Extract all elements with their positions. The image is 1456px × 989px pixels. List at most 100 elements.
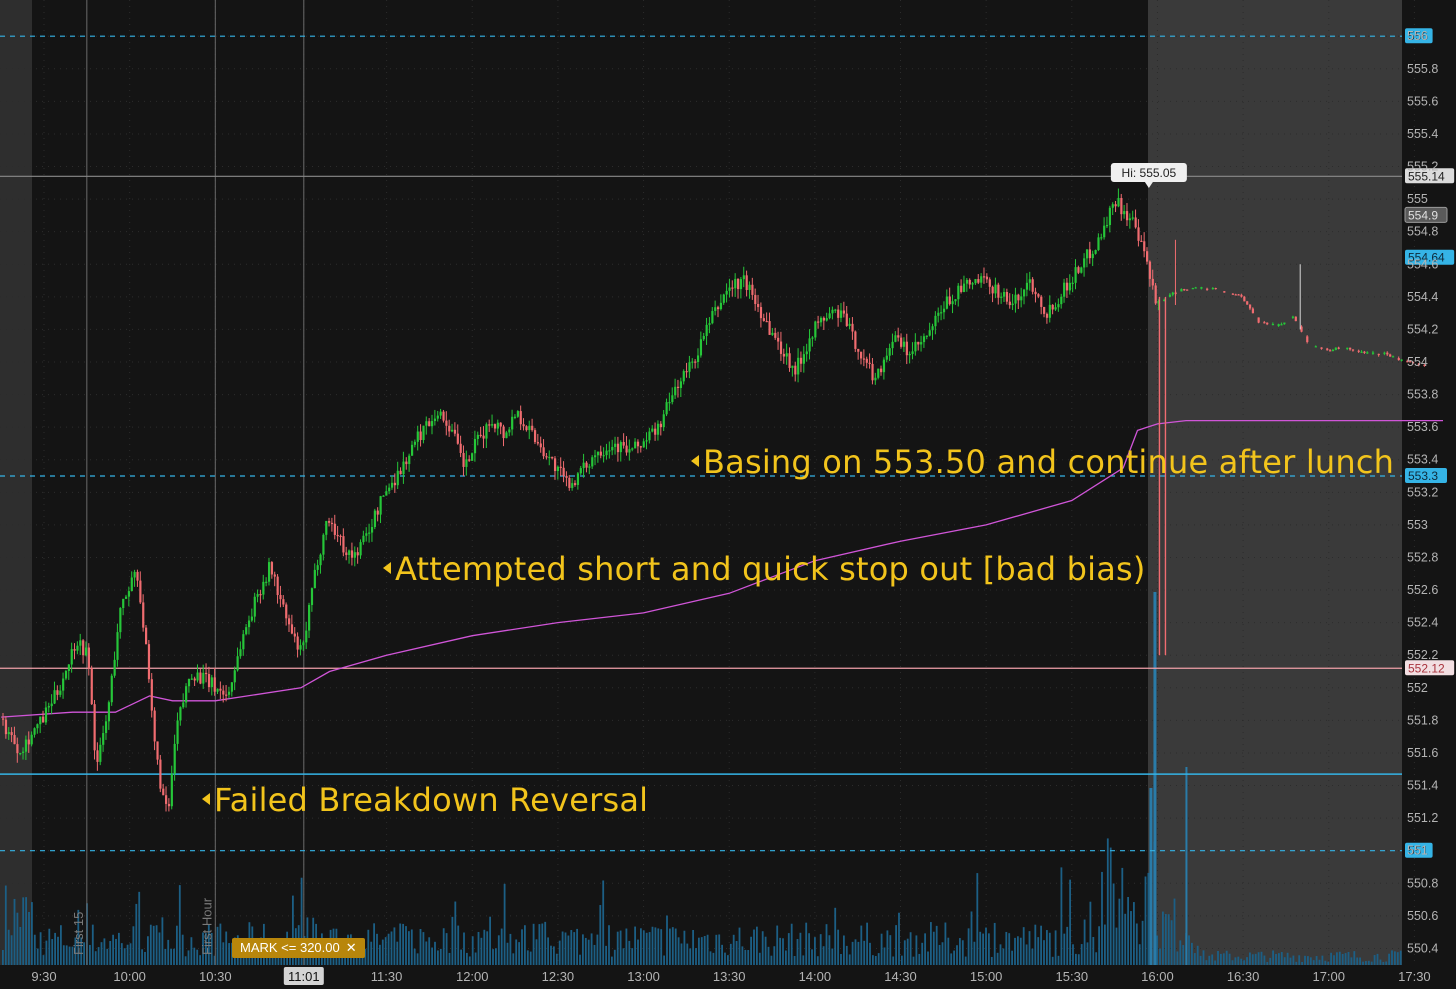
candle-body (742, 275, 745, 280)
candle-body (267, 562, 271, 582)
mark-filter-label: MARK <= 320.00 (240, 940, 340, 955)
candle-body (428, 421, 431, 427)
candle-body (622, 442, 625, 446)
candle-body (64, 670, 68, 679)
volume-bar (590, 933, 593, 965)
candle-body (531, 425, 534, 431)
premarket-shade (0, 0, 32, 965)
candle-body (891, 341, 894, 349)
y-tick-label: 552 (1407, 681, 1428, 695)
volume-bar (1249, 952, 1251, 965)
candle-body (542, 447, 545, 457)
volume-bar (669, 928, 671, 965)
volume-bar (167, 939, 170, 965)
volume-bar (466, 952, 468, 965)
time-markers: First 15 First Hour (71, 0, 305, 965)
volume-bar (164, 948, 167, 965)
volume-bar (1289, 957, 1292, 965)
volume-bars (2, 592, 1402, 965)
y-tick-label: 550.4 (1407, 941, 1438, 955)
x-tick-label: 11:01 (288, 969, 320, 984)
candle-body (122, 598, 125, 609)
volume-bar (1066, 926, 1069, 965)
candle-body (213, 677, 216, 692)
candle-body (1243, 296, 1246, 302)
candle-body (854, 331, 857, 349)
candle-body (47, 706, 50, 708)
candle-body (705, 324, 708, 336)
volume-bar (1008, 933, 1011, 965)
volume-bar (77, 909, 80, 965)
candle-body (413, 441, 417, 445)
candle-body (27, 739, 30, 745)
candle-body (874, 377, 877, 381)
volume-bar (1014, 937, 1016, 965)
volume-bar (381, 939, 384, 965)
volume-bar (854, 939, 857, 965)
volume-bar (503, 883, 506, 965)
candle-body (516, 411, 519, 417)
candle-body (1163, 299, 1166, 302)
candle-body (350, 550, 354, 558)
volume-bar (439, 948, 442, 965)
candle-body (336, 534, 339, 537)
candle-body (445, 420, 448, 426)
candle-body (625, 445, 628, 453)
volume-bar (210, 932, 213, 965)
candle-body (728, 287, 731, 291)
volume-bar (97, 947, 100, 965)
candle-body (342, 536, 345, 553)
volume-bar (698, 937, 700, 965)
volume-bar (399, 923, 402, 965)
volume-bar (674, 928, 677, 965)
volume-bar (961, 940, 964, 965)
volume-bar (1037, 937, 1040, 965)
candle-body (33, 728, 36, 735)
volume-bar (671, 927, 674, 965)
volume-bar (1217, 950, 1219, 965)
candle-body (948, 296, 951, 305)
x-tick-label: 13:30 (713, 969, 746, 984)
volume-bar (553, 946, 555, 965)
candle-body (22, 751, 25, 753)
candle-body (571, 483, 574, 488)
volume-bar (1196, 945, 1199, 965)
volume-bar (550, 945, 552, 965)
mark-filter-badge[interactable]: MARK <= 320.00 ✕ (232, 938, 365, 958)
volume-bar (1191, 942, 1193, 965)
volume-bar (364, 948, 367, 965)
candle-body (1065, 282, 1069, 291)
candle-body (1063, 282, 1066, 297)
volume-bar (1025, 944, 1028, 965)
candle-body (817, 321, 820, 323)
candle-body (1346, 347, 1349, 349)
candle-body (1277, 324, 1280, 327)
candle-body (1105, 224, 1109, 227)
volume-bar (1359, 957, 1361, 965)
candle-body (116, 632, 119, 660)
volume-bar (1350, 957, 1353, 965)
candle-body (102, 733, 105, 745)
volume-bar (1199, 955, 1202, 965)
volume-bar (1344, 953, 1347, 965)
candle-body (167, 803, 171, 807)
volume-bar (1164, 914, 1167, 965)
volume-bar (1347, 951, 1350, 965)
candle-body (1331, 349, 1335, 352)
volume-bar (178, 885, 181, 965)
candle-body (1125, 211, 1129, 221)
close-icon[interactable]: ✕ (345, 940, 357, 955)
candle-body (156, 741, 159, 760)
volume-bar (94, 951, 97, 965)
candle-body (794, 365, 797, 375)
volume-bar (1083, 919, 1086, 965)
candle-body (717, 307, 720, 310)
y-tick-label: 554.8 (1407, 225, 1438, 239)
volume-bar (486, 931, 489, 965)
volume-bar (68, 946, 71, 965)
candle-body (1406, 361, 1409, 363)
volume-bar (790, 923, 793, 965)
candle-body (1186, 289, 1189, 291)
y-tick-label: 551 (1407, 844, 1428, 858)
